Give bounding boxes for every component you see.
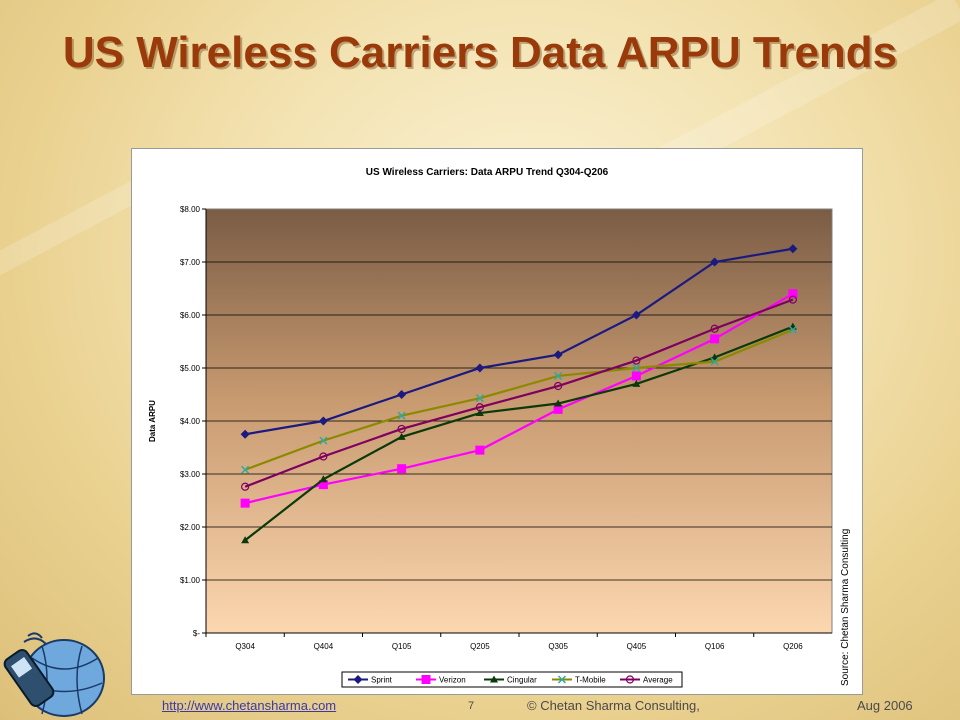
series-line — [244, 292, 794, 505]
legend: Sprint Verizon Cingular T-Mobile Average — [341, 671, 683, 688]
data-point — [241, 536, 250, 544]
data-point — [788, 289, 798, 299]
x-tick-label: Q206 — [783, 642, 803, 651]
data-point — [710, 324, 719, 333]
data-point — [318, 416, 328, 426]
data-point — [632, 356, 641, 365]
data-point — [240, 429, 250, 439]
y-tick-label: $3.00 — [180, 470, 201, 479]
page-number: 7 — [468, 700, 475, 712]
data-point — [319, 475, 328, 483]
y-tick-label: $8.00 — [180, 205, 201, 214]
data-point — [475, 394, 484, 403]
data-point — [788, 295, 797, 304]
legend-marker — [421, 675, 431, 684]
data-point — [319, 436, 328, 445]
legend-label: Verizon — [439, 676, 466, 685]
data-point — [475, 445, 485, 455]
series-average — [241, 295, 797, 491]
data-point — [788, 325, 797, 334]
data-point — [397, 432, 406, 440]
data-point — [397, 390, 407, 399]
legend-marker — [490, 675, 498, 683]
data-point — [553, 404, 563, 414]
data-point — [631, 371, 641, 381]
series-line — [244, 247, 794, 436]
phone-globe-logo-icon — [3, 632, 105, 717]
data-point — [631, 310, 641, 320]
series-line — [244, 298, 794, 488]
x-tick-label: Q105 — [392, 642, 412, 651]
chart-svg: US Wireless Carriers: Data ARPU Trend Q3… — [148, 167, 833, 688]
y-axis-label: Data ARPU — [148, 400, 157, 442]
data-point — [710, 334, 720, 344]
x-tick-label: Q405 — [627, 642, 647, 651]
series-t-mobile — [241, 325, 797, 474]
data-point — [475, 409, 484, 417]
y-tick-label: $2.00 — [180, 523, 201, 532]
y-tick-label: $7.00 — [180, 258, 201, 267]
x-tick-label: Q404 — [314, 642, 334, 651]
data-point — [554, 381, 563, 391]
y-tick-label: $- — [193, 629, 200, 638]
legend-marker — [353, 675, 363, 684]
slide-title: US Wireless Carriers Data ARPU Trends — [62, 28, 898, 77]
legend-label: Sprint — [371, 676, 393, 685]
chart-title: US Wireless Carriers: Data ARPU Trend Q3… — [366, 167, 609, 178]
legend-label: Cingular — [507, 676, 537, 685]
y-tick-label: $6.00 — [180, 311, 201, 320]
data-point — [554, 371, 563, 380]
data-point — [319, 452, 328, 461]
data-point — [475, 363, 485, 373]
data-point — [553, 350, 563, 360]
legend-marker — [557, 675, 567, 684]
source-note: Source: Chetan Sharma Consulting — [840, 528, 851, 686]
data-point — [788, 244, 798, 254]
y-tick-label: $4.00 — [180, 417, 201, 426]
x-tick-label: Q205 — [470, 642, 490, 651]
data-point — [554, 399, 563, 407]
data-point — [710, 257, 720, 267]
y-tick-label: $1.00 — [180, 576, 201, 585]
data-point — [632, 379, 641, 387]
footer-link[interactable]: http://www.chetansharma.com — [162, 698, 337, 713]
data-point — [241, 465, 250, 474]
x-tick-label: Q305 — [548, 642, 568, 651]
legend-label: T-Mobile — [575, 676, 606, 685]
data-point — [710, 357, 719, 366]
data-point — [241, 482, 250, 491]
date-text: Aug 2006 — [857, 698, 913, 713]
legend-marker — [625, 675, 635, 684]
data-point — [632, 363, 641, 373]
data-point — [240, 498, 250, 508]
chart-frame: US Wireless Carriers: Data ARPU Trend Q3… — [131, 148, 863, 695]
data-point — [318, 480, 328, 490]
data-point — [397, 411, 406, 420]
data-point — [475, 403, 484, 412]
data-point — [397, 424, 406, 434]
legend-label: Average — [643, 676, 673, 685]
copyright-text: © Chetan Sharma Consulting, — [527, 698, 700, 713]
x-tick-label: Q304 — [235, 642, 255, 651]
x-tick-label: Q106 — [705, 642, 725, 651]
series-verizon — [240, 289, 798, 508]
series-sprint — [240, 244, 798, 439]
data-point — [397, 464, 407, 474]
y-tick-label: $5.00 — [180, 364, 201, 373]
series-line — [244, 328, 794, 471]
